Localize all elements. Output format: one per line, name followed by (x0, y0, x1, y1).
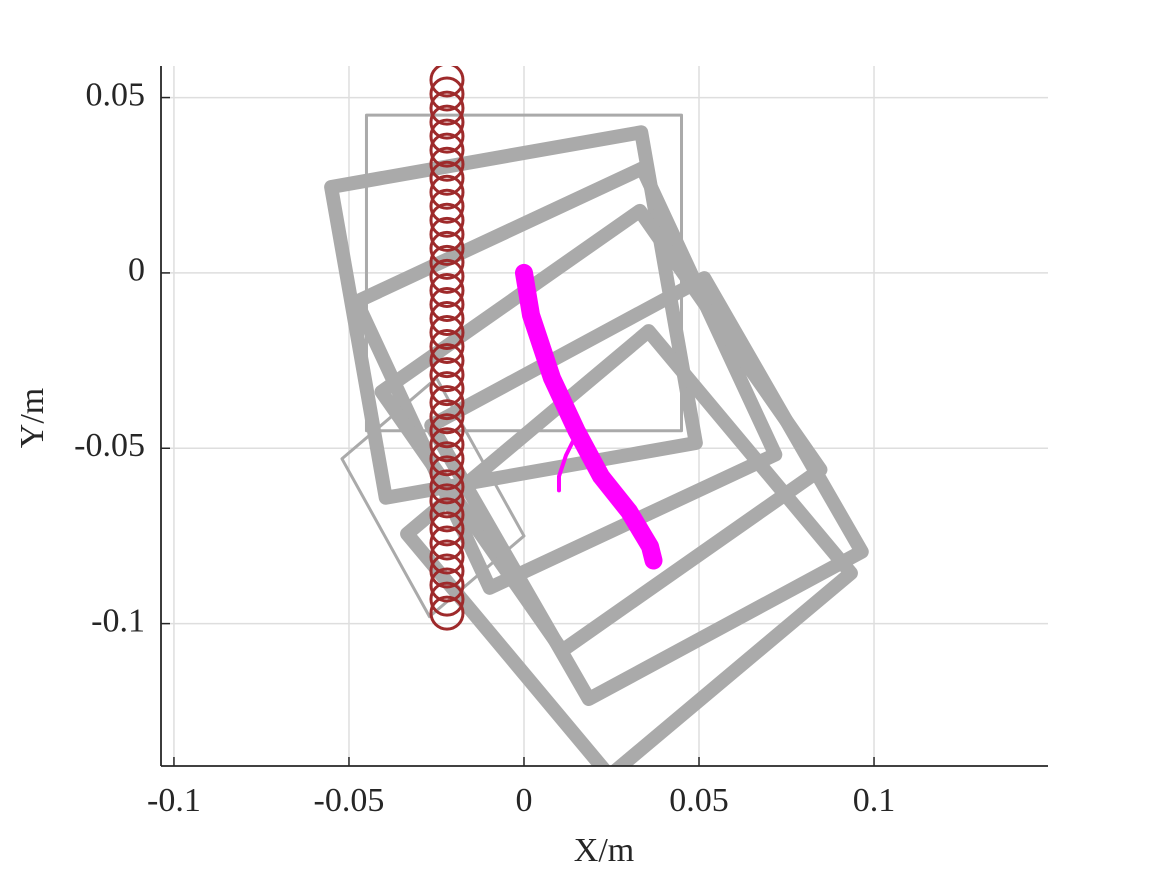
marker (429, 441, 465, 477)
marker (429, 511, 465, 547)
marker (429, 399, 465, 435)
marker (429, 329, 465, 365)
marker (429, 146, 465, 182)
marker (429, 539, 465, 575)
box-outline (340, 376, 526, 619)
marker (429, 553, 465, 589)
axes: -0.1 -0.05 0 0.05 0.1 0.05 0 -0.05 -0.1 (74, 66, 1048, 819)
marker (429, 371, 465, 407)
marker (429, 413, 465, 449)
marker (429, 258, 465, 294)
marker (429, 286, 465, 322)
marker (429, 188, 465, 224)
x-tick-label: 0.1 (853, 782, 896, 819)
box-outline (424, 271, 869, 707)
trajectory (556, 439, 575, 493)
marker (429, 357, 465, 393)
marker (429, 469, 465, 505)
marker (429, 343, 465, 379)
marker (429, 230, 465, 266)
x-tick-label: -0.1 (147, 782, 201, 819)
x-axis-label: X/m (574, 832, 634, 869)
x-tick-label: 0 (515, 782, 532, 819)
marker (429, 581, 465, 617)
marker (429, 244, 465, 280)
y-tick-label: -0.1 (91, 602, 145, 639)
marker (429, 272, 465, 308)
y-tick-label: 0.05 (86, 76, 146, 113)
grid (161, 66, 1048, 766)
marker (429, 132, 465, 168)
marker (429, 118, 465, 154)
marker (429, 483, 465, 519)
x-tick-label: -0.05 (314, 782, 385, 819)
marker (429, 427, 465, 463)
plot-area (324, 66, 869, 766)
marker (429, 90, 465, 126)
marker (429, 595, 465, 631)
x-tick-label: 0.05 (669, 782, 729, 819)
y-tick-label: -0.05 (74, 427, 145, 464)
marker (429, 455, 465, 491)
y-tick-label: 0 (128, 252, 145, 289)
marker (429, 104, 465, 140)
marker (429, 76, 465, 112)
marker (429, 315, 465, 351)
trajectory (514, 263, 663, 570)
marker (429, 525, 465, 561)
marker (429, 202, 465, 238)
marker (429, 497, 465, 533)
marker (429, 160, 465, 196)
marker (429, 301, 465, 337)
marker (429, 385, 465, 421)
marker (429, 174, 465, 210)
marker (429, 66, 465, 98)
box-outline (324, 125, 703, 505)
marker (429, 567, 465, 603)
y-axis-label: Y/m (14, 388, 51, 448)
marker (429, 216, 465, 252)
